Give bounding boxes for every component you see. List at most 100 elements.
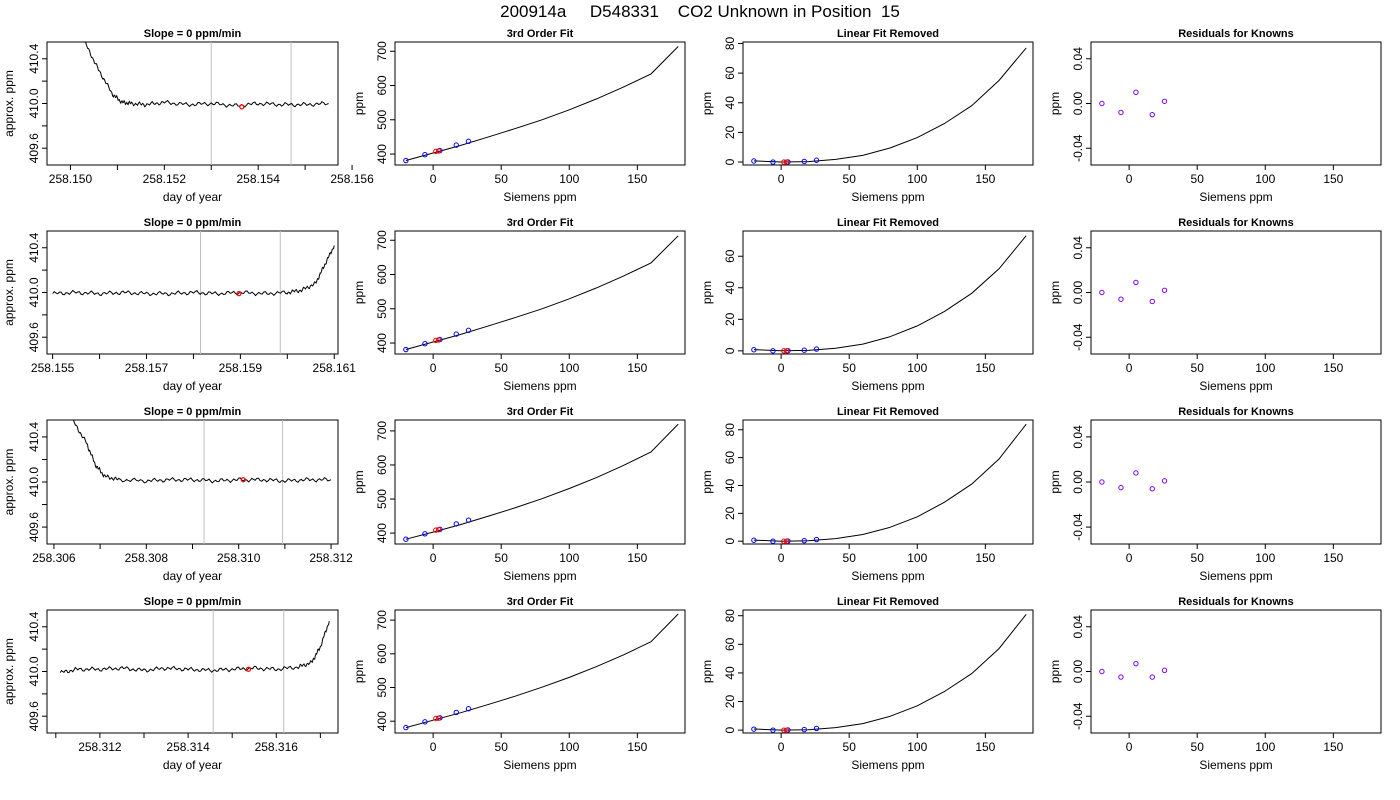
- y-tick-label: 409.6: [27, 133, 41, 163]
- y-tick-label: 410.0: [27, 467, 41, 497]
- y-tick-label: -0.04: [1071, 702, 1085, 730]
- y-tick-label: 700: [375, 230, 389, 250]
- residual-point: [1161, 667, 1168, 674]
- plot-frame: [46, 41, 339, 166]
- x-tick-label: 258.154: [237, 172, 281, 186]
- x-tick-label: 0: [778, 551, 785, 565]
- residual-point: [1118, 296, 1124, 302]
- x-tick-label: 0: [430, 361, 437, 375]
- x-tick-label: 100: [907, 361, 927, 375]
- y-tick-label: -0.04: [1071, 323, 1085, 351]
- x-tick-label: 258.156: [330, 172, 374, 186]
- known-standard-point: [403, 157, 409, 164]
- known-standard-point: [751, 537, 757, 543]
- y-tick-label: 0.04: [1071, 425, 1085, 449]
- plot-area: [84, 42, 329, 165]
- y-tick-label: 40: [723, 281, 737, 295]
- x-tick-label: 150: [627, 172, 647, 186]
- x-axis-label: day of year: [163, 758, 222, 772]
- plot-frame: [46, 609, 339, 734]
- x-tick-label: 50: [843, 551, 857, 565]
- plot-frame: [1090, 419, 1382, 545]
- unknown-sample-point: [435, 148, 442, 154]
- x-tick-label: 50: [495, 361, 509, 375]
- series-line: [753, 613, 1027, 731]
- unknown-sample-point: [435, 337, 442, 343]
- y-tick-label: 500: [375, 489, 389, 509]
- plot-frame: [1090, 230, 1382, 355]
- y-tick-label: 20: [723, 125, 737, 139]
- x-tick-label: 50: [1191, 740, 1205, 754]
- panel-title: 3rd Order Fit: [507, 406, 574, 418]
- series-line: [753, 47, 1027, 163]
- known-standard-point: [403, 724, 409, 731]
- x-tick-label: 258.316: [255, 740, 299, 754]
- panel-3-4: Residuals for Knowns 0 50 100 150 -0.04 0.00 0.…: [1048, 406, 1382, 583]
- y-axis-label: ppm: [1048, 470, 1062, 493]
- known-standard-point: [751, 158, 757, 164]
- y-tick-label: 0.00: [1071, 470, 1085, 494]
- page-title: 200914a D548331 CO2 Unknown in Position …: [500, 2, 900, 21]
- unknown-sample-point: [781, 538, 787, 544]
- y-tick-label: 0: [723, 347, 737, 354]
- x-axis-label: Siemens ppm: [851, 569, 924, 583]
- panel-2-4: Residuals for Knowns 0 50 100 150 -0.04 0.00 0.…: [1048, 217, 1382, 393]
- y-axis-label: ppm: [700, 92, 714, 115]
- panel-4-4: Residuals for Knowns 0 50 100 150 -0.04 0.00 0.…: [1048, 596, 1382, 772]
- known-standard-point: [453, 709, 459, 716]
- residual-point: [1149, 111, 1155, 118]
- plot-area: [403, 423, 679, 542]
- x-tick-label: 50: [843, 172, 857, 186]
- y-tick-label: 0.00: [1071, 659, 1085, 683]
- x-tick-label: 150: [1323, 551, 1343, 565]
- residual-point: [1133, 89, 1139, 96]
- x-axis-label: Siemens ppm: [1199, 569, 1272, 583]
- y-tick-label: 60: [723, 66, 737, 80]
- y-tick-label: 410.0: [27, 656, 41, 686]
- panel-title: 3rd Order Fit: [507, 217, 574, 229]
- y-tick-label: 40: [723, 478, 737, 492]
- x-tick-label: 150: [1323, 172, 1343, 186]
- known-standard-point: [751, 347, 757, 353]
- x-tick-label: 150: [627, 551, 647, 565]
- plot-frame: [394, 41, 686, 166]
- x-tick-label: 100: [559, 551, 579, 565]
- known-standard-point: [813, 536, 820, 543]
- plot-area: [1099, 470, 1168, 492]
- x-tick-label: 50: [495, 740, 509, 754]
- panel-title: Slope = 0 ppm/min: [144, 217, 242, 229]
- y-tick-label: 400: [375, 523, 389, 543]
- panel-title: Residuals for Knowns: [1178, 217, 1294, 229]
- x-axis-label: Siemens ppm: [851, 190, 924, 204]
- plot-area: [52, 231, 335, 354]
- unknown-sample-point: [783, 538, 790, 544]
- x-tick-label: 50: [495, 551, 509, 565]
- y-tick-label: 410.4: [27, 232, 41, 262]
- known-standard-point: [422, 719, 428, 725]
- panel-1-3: Linear Fit Removed 0 50 100 150 0 20 40 60 80 Siem…: [700, 28, 1034, 204]
- x-axis-label: Siemens ppm: [503, 569, 576, 583]
- y-axis-label: ppm: [700, 660, 714, 683]
- x-tick-label: 50: [1191, 361, 1205, 375]
- x-tick-label: 0: [1126, 361, 1133, 375]
- y-tick-label: 0.04: [1071, 47, 1085, 71]
- known-standard-point: [801, 726, 807, 733]
- plot-area: [1099, 279, 1168, 305]
- series-line: [52, 245, 335, 297]
- unknown-sample-point: [781, 348, 787, 354]
- plot-frame: [394, 609, 686, 734]
- y-tick-label: 80: [723, 423, 737, 437]
- x-tick-label: 50: [843, 740, 857, 754]
- y-tick-label: 410.4: [27, 422, 41, 452]
- panel-2-1: Slope = 0 ppm/min 258.155 258.157 258.159 25…: [2, 217, 356, 393]
- y-tick-label: 0.04: [1071, 236, 1085, 260]
- plot-frame: [394, 419, 686, 545]
- plot-frame: [46, 419, 339, 545]
- y-tick-label: 700: [375, 421, 389, 441]
- y-tick-label: 410.0: [27, 88, 41, 118]
- x-tick-label: 258.308: [125, 551, 169, 565]
- plot-area: [751, 47, 1027, 165]
- x-tick-label: 0: [778, 361, 785, 375]
- residual-point: [1099, 100, 1105, 107]
